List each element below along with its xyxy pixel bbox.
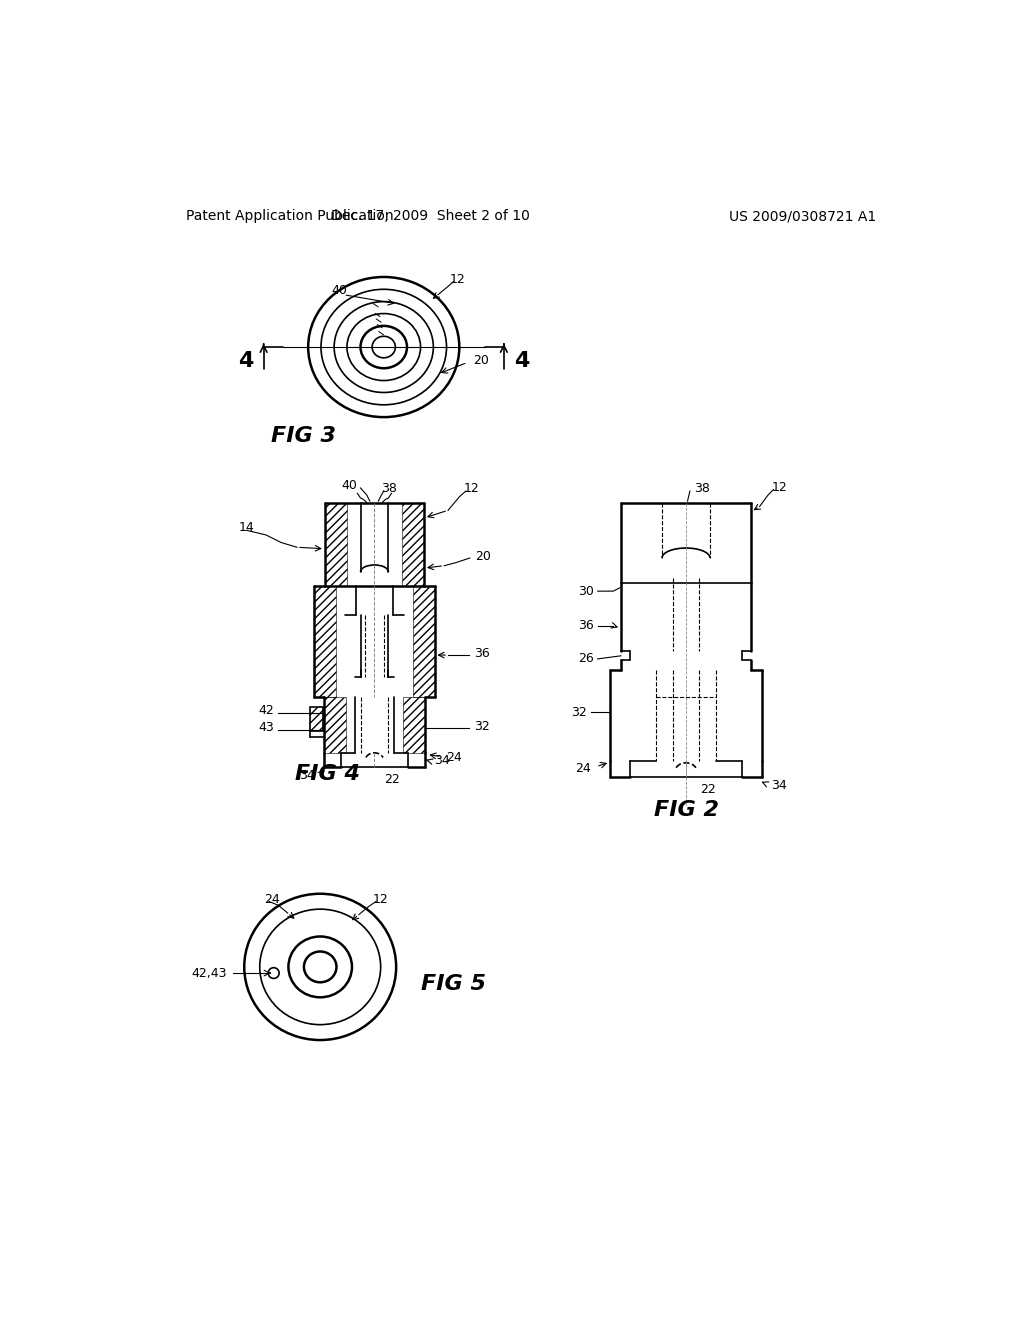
Text: 4: 4 [514, 351, 529, 371]
Bar [314, 586, 336, 697]
Text: 24: 24 [446, 751, 462, 764]
Bar [324, 697, 346, 752]
Text: 32: 32 [571, 705, 587, 718]
Text: 42: 42 [258, 704, 273, 717]
Text: 43: 43 [258, 721, 273, 734]
Text: 14: 14 [239, 520, 255, 533]
Text: 36: 36 [578, 619, 594, 632]
Text: 40: 40 [331, 284, 347, 297]
Text: 38: 38 [381, 482, 396, 495]
Bar [403, 697, 425, 752]
Text: FIG 3: FIG 3 [271, 425, 336, 446]
Text: 42,43: 42,43 [191, 966, 227, 979]
Bar [402, 503, 424, 586]
Text: 30: 30 [578, 585, 594, 598]
Text: 4: 4 [239, 351, 254, 371]
Bar [310, 706, 323, 731]
Text: 22: 22 [700, 783, 716, 796]
Text: US 2009/0308721 A1: US 2009/0308721 A1 [729, 209, 876, 223]
Text: 22: 22 [384, 772, 399, 785]
Text: 24: 24 [574, 762, 591, 775]
Text: Dec. 17, 2009  Sheet 2 of 10: Dec. 17, 2009 Sheet 2 of 10 [331, 209, 529, 223]
Text: 20: 20 [475, 550, 492, 564]
Text: 38: 38 [693, 482, 710, 495]
Text: 12: 12 [450, 273, 465, 286]
Text: 32: 32 [474, 721, 489, 733]
Text: 12: 12 [373, 892, 389, 906]
Text: 34: 34 [434, 754, 450, 767]
Text: 12: 12 [771, 480, 787, 494]
Text: FIG 5: FIG 5 [421, 974, 486, 994]
Text: 34: 34 [771, 779, 787, 792]
Text: 20: 20 [473, 354, 488, 367]
Text: 40: 40 [342, 479, 357, 492]
Bar [325, 503, 346, 586]
Text: 34: 34 [299, 770, 314, 783]
Text: 24: 24 [264, 892, 281, 906]
Text: FIG 4: FIG 4 [295, 764, 359, 784]
Text: 26: 26 [578, 652, 594, 665]
Text: FIG 2: FIG 2 [653, 800, 719, 820]
Text: 36: 36 [474, 647, 489, 660]
Text: 12: 12 [464, 482, 479, 495]
Text: Patent Application Publication: Patent Application Publication [186, 209, 394, 223]
Bar [413, 586, 434, 697]
